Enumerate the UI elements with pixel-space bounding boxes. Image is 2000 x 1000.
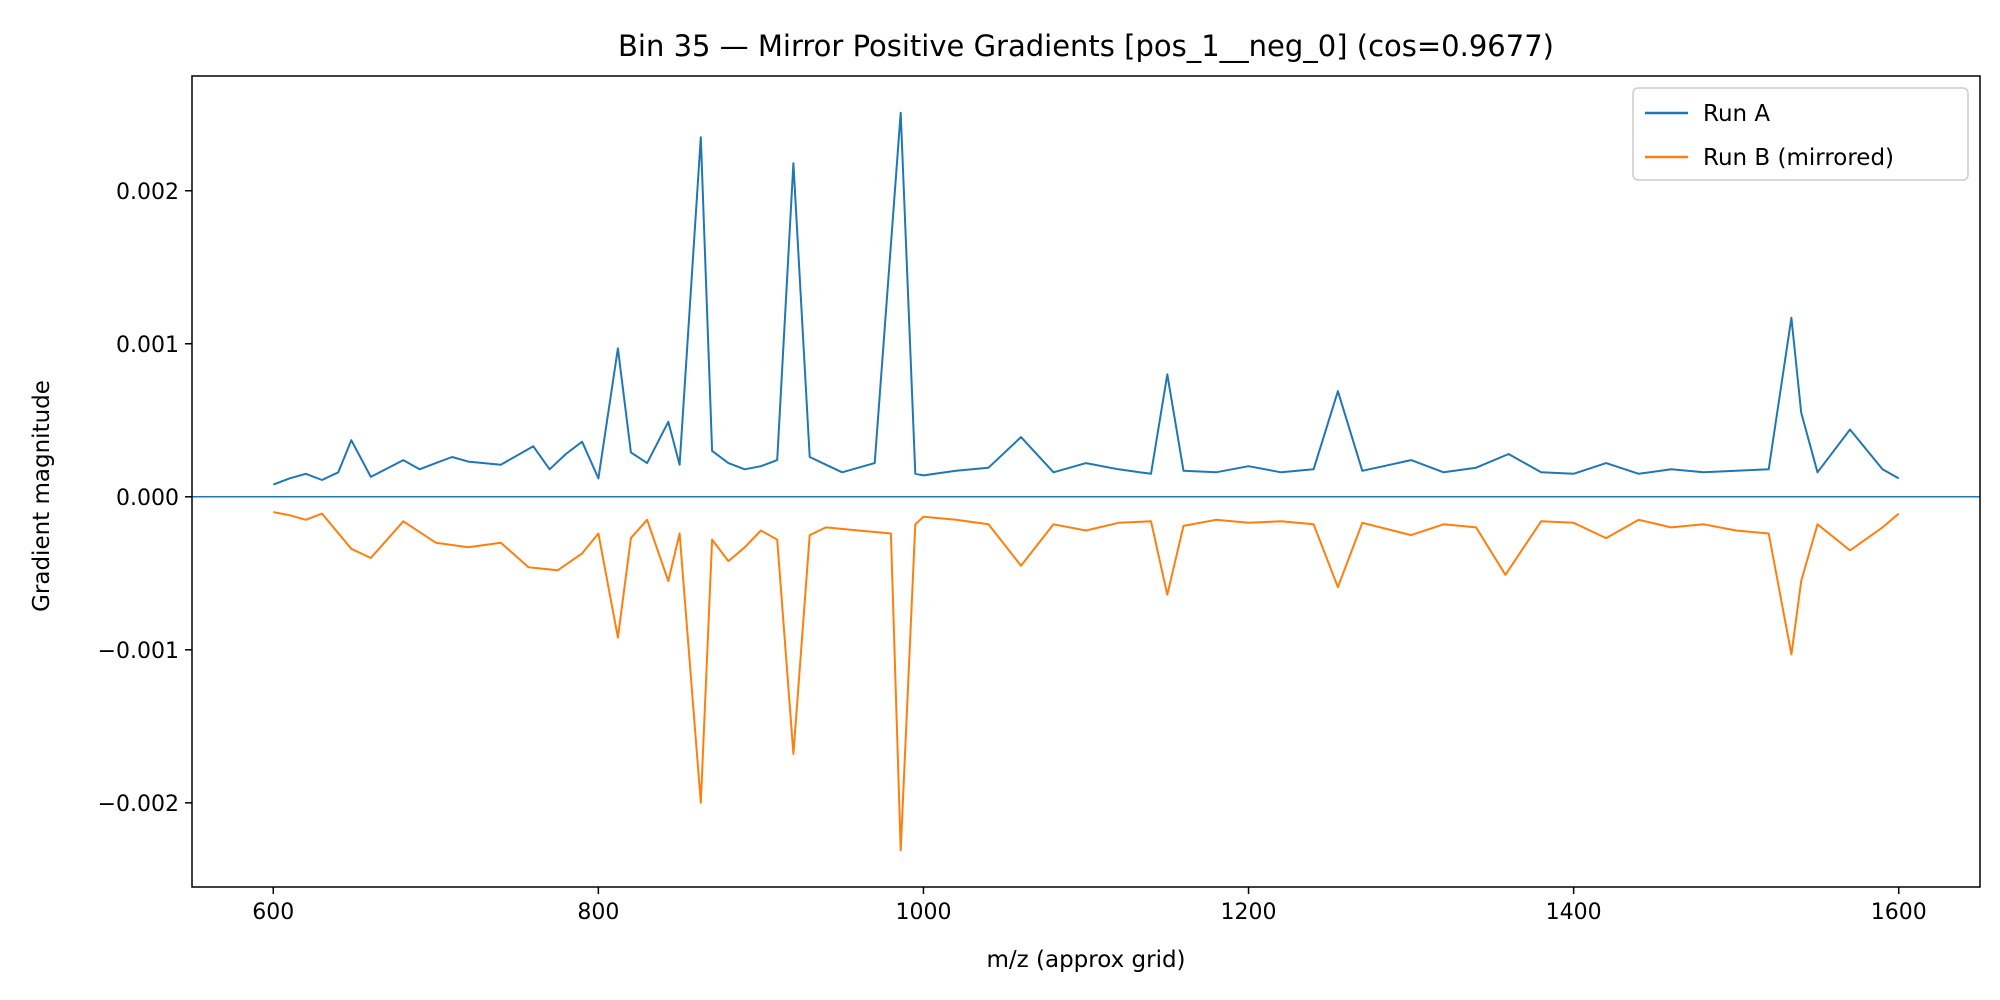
y-tick-label: 0.000 [116,486,179,511]
legend: Run A Run B (mirrored) [1632,87,1969,181]
x-tick-label: 1600 [1871,900,1927,925]
x-tick-label: 1200 [1221,900,1277,925]
x-tick-label: 1000 [895,900,951,925]
x-tick-label: 1400 [1546,900,1602,925]
legend-box [1632,87,1969,181]
y-tick-label: −0.002 [98,792,179,817]
legend-label-run-b: Run B (mirrored) [1703,145,1894,171]
axes: 600 800 1000 1200 1400 1600 −0.002 −0.001 0.000 0… [98,75,1981,925]
legend-label-run-a: Run A [1703,101,1770,127]
x-axis-title: m/z (approx grid) [986,947,1185,973]
series-line-run-a [272,111,1900,486]
x-tick-label: 800 [577,900,619,925]
y-tick-label: −0.001 [98,639,179,664]
x-tick-label: 600 [252,900,294,925]
y-axis-title: Gradient magnitude [29,380,55,612]
y-tick-label: 0.002 [116,180,179,205]
chart-title: Bin 35 — Mirror Positive Gradients [pos_… [618,29,1554,63]
series-line-run-b [273,511,1900,852]
y-tick-label: 0.001 [116,333,179,358]
plot-frame [191,75,1981,888]
plot-area [192,111,1980,852]
